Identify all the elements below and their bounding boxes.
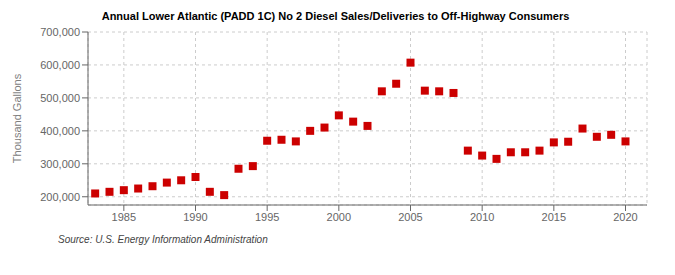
svg-text:2020: 2020 bbox=[613, 211, 637, 223]
svg-text:2015: 2015 bbox=[542, 211, 566, 223]
svg-text:700,000: 700,000 bbox=[40, 26, 80, 38]
svg-text:200,000: 200,000 bbox=[40, 191, 80, 203]
svg-text:500,000: 500,000 bbox=[40, 92, 80, 104]
svg-text:1985: 1985 bbox=[112, 211, 136, 223]
svg-text:Thousand Gallons: Thousand Gallons bbox=[11, 73, 23, 163]
svg-text:2010: 2010 bbox=[470, 211, 494, 223]
html-text:Source: U.S. Energy Informatio: Source: U.S. Energy Information Administ… bbox=[58, 234, 268, 245]
svg-text:600,000: 600,000 bbox=[40, 59, 80, 71]
svg-text:300,000: 300,000 bbox=[40, 158, 80, 170]
svg-text:2005: 2005 bbox=[398, 211, 422, 223]
svg-text:2000: 2000 bbox=[327, 211, 351, 223]
svg-text:1995: 1995 bbox=[255, 211, 279, 223]
svg-text:1990: 1990 bbox=[183, 211, 207, 223]
svg-text:400,000: 400,000 bbox=[40, 125, 80, 137]
html-text:Annual Lower Atlantic (PADD 1C: Annual Lower Atlantic (PADD 1C) No 2 Die… bbox=[101, 10, 570, 22]
